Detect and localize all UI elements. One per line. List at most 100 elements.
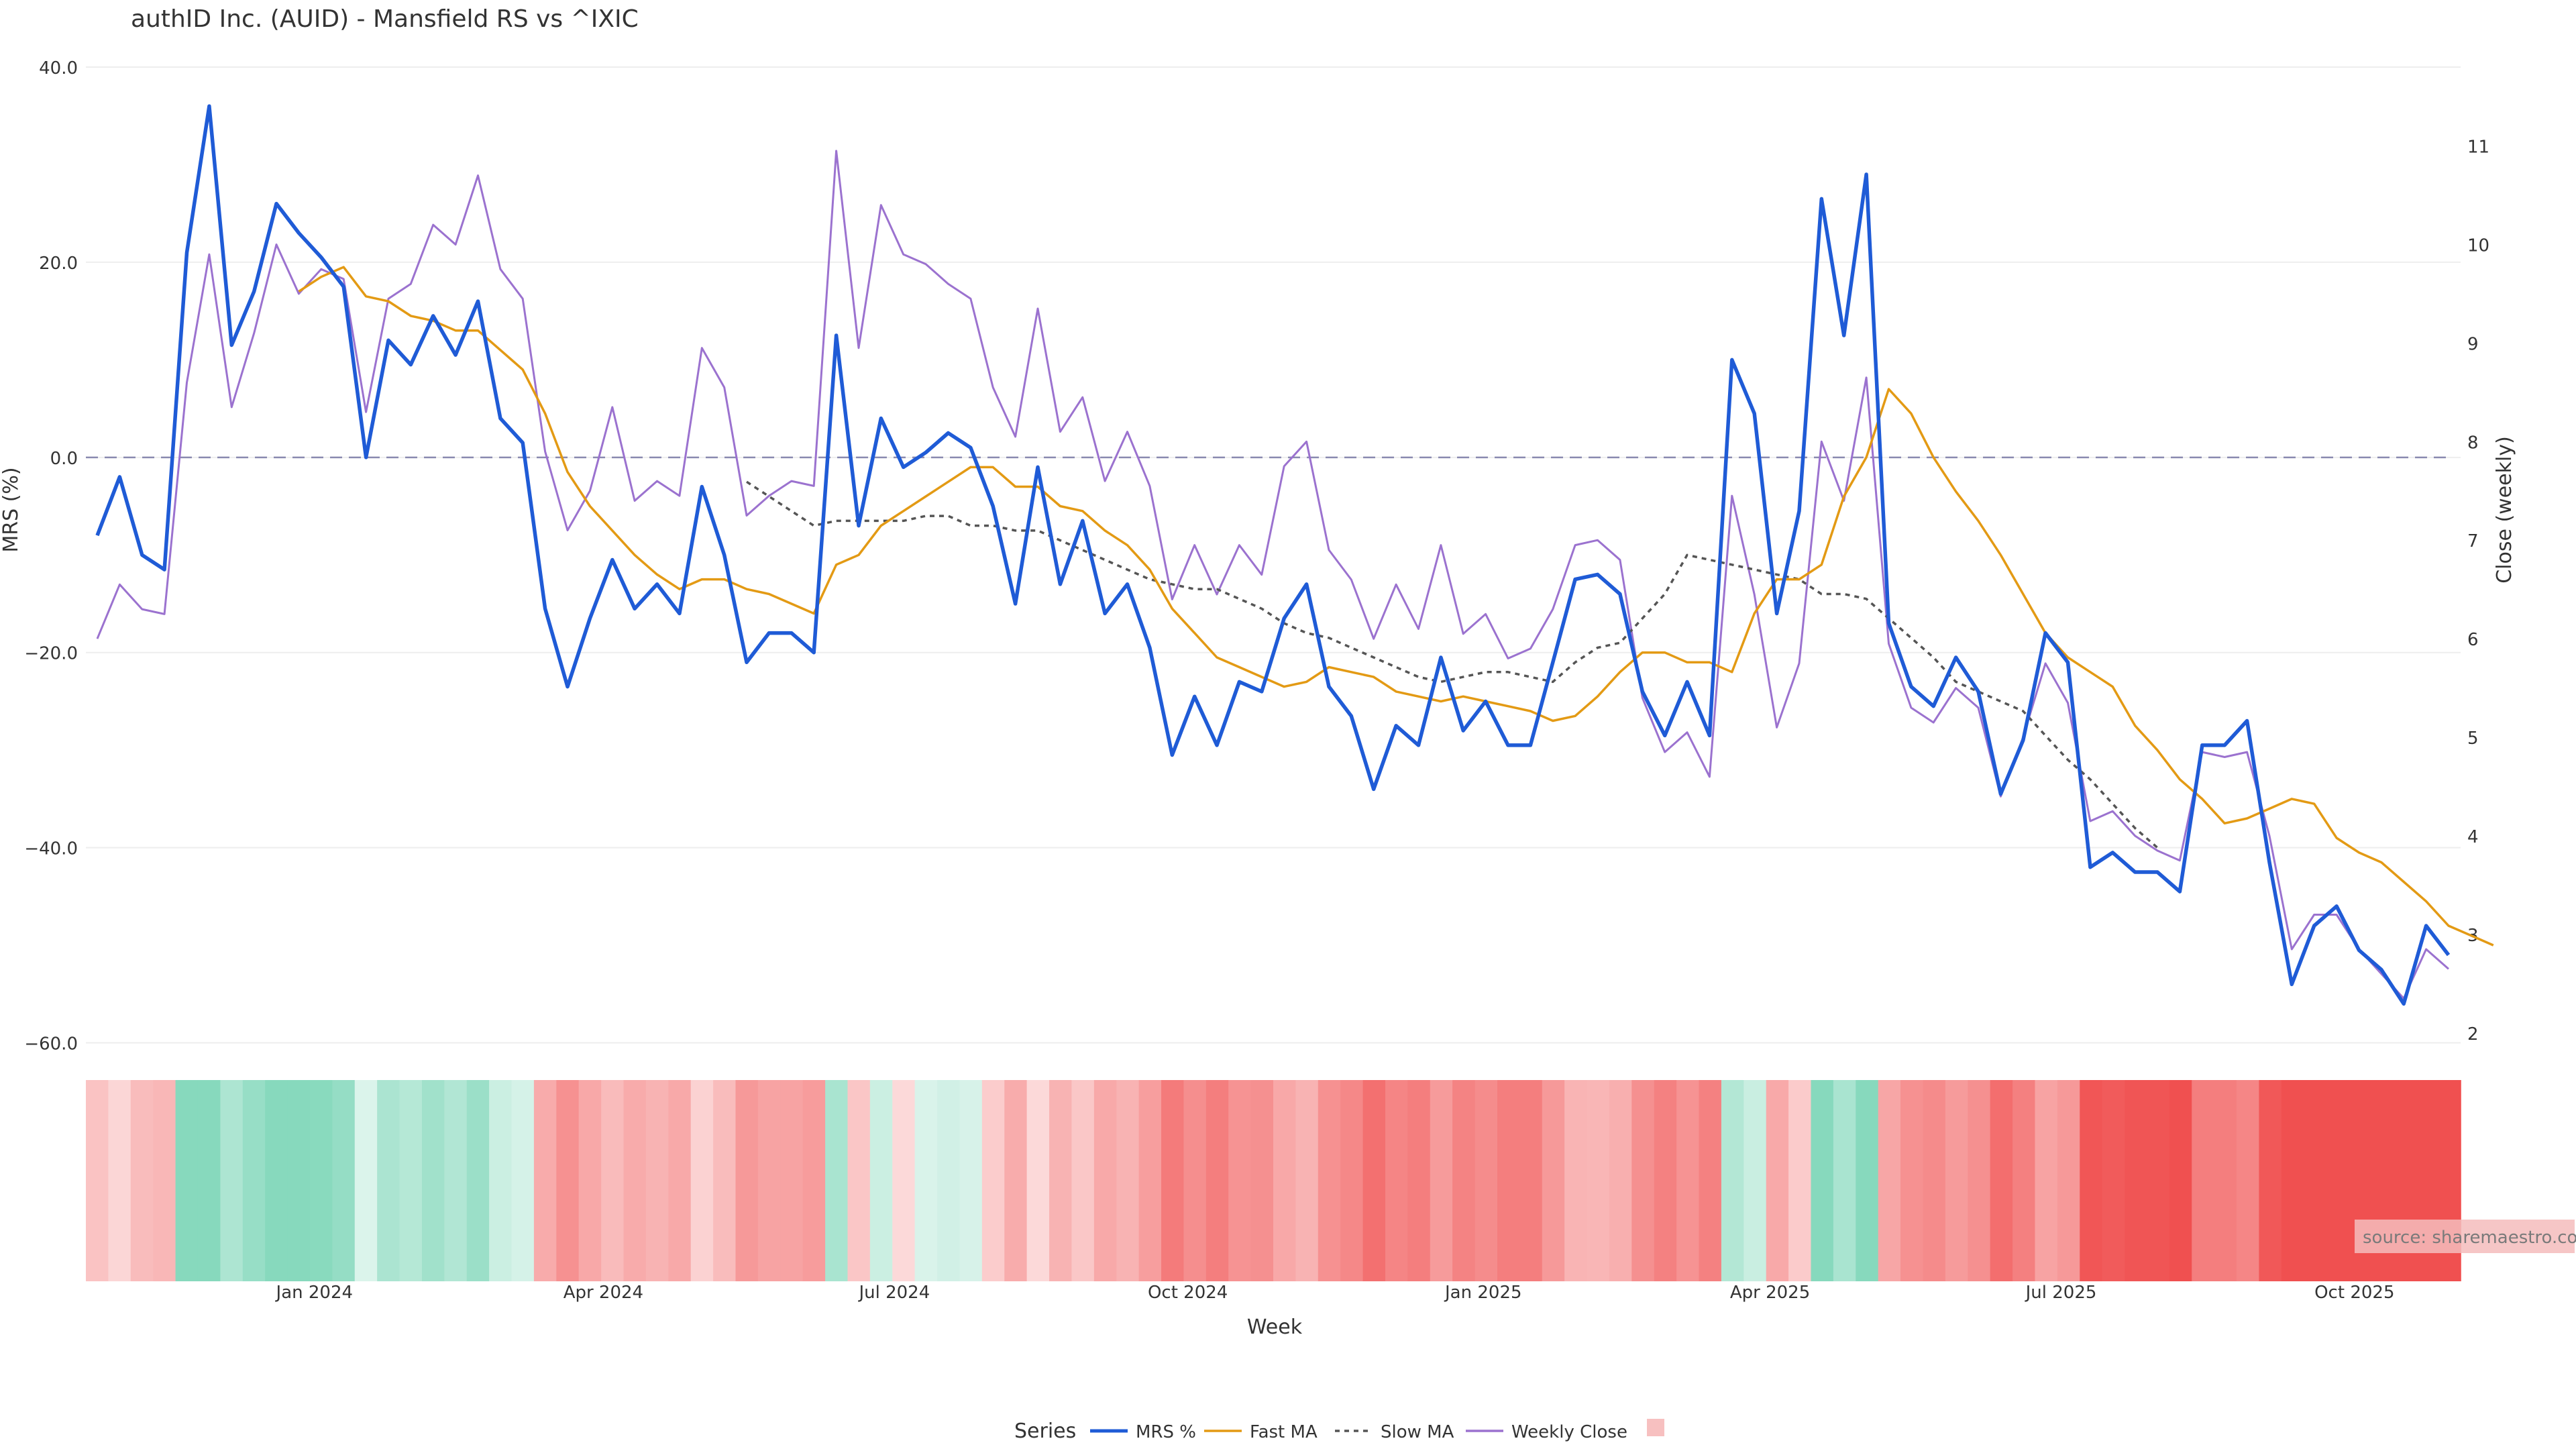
series-slow-ma-line [746,480,2159,849]
heat-cell [623,1080,647,1281]
heat-cell [444,1080,468,1281]
heat-cell [802,1080,826,1281]
y-right-tick: 9 [2467,334,2479,354]
heat-cell [1049,1080,1073,1281]
heat-cell [421,1080,445,1281]
heat-cell [1811,1080,1834,1281]
heat-cell [2102,1080,2125,1281]
y-right-tick: 4 [2467,827,2479,847]
heat-cell [1295,1080,1319,1281]
y-left-tick: −20.0 [24,644,78,664]
y-right-tick: 5 [2467,729,2479,749]
legend-swatch [1647,1419,1664,1436]
heat-cell [332,1080,356,1281]
heat-cell [959,1080,983,1281]
x-tick: Jul 2024 [857,1283,930,1303]
heat-cell [645,1080,669,1281]
heat-cell [1340,1080,1364,1281]
heat-cell [914,1080,938,1281]
source-badge [2355,1220,2575,1253]
y-left-tick: 20.0 [39,254,78,274]
y-left-tick-labels: 40.0 20.0 0.0 −20.0 −40.0 −60.0 [24,58,78,1055]
heat-cell [354,1080,378,1281]
heat-cell [1093,1080,1118,1281]
heat-cell [1138,1080,1162,1281]
y-right-axis-label: Close (weekly) [2493,436,2516,584]
heat-cell [1699,1080,1722,1281]
heat-cell [533,1080,557,1281]
y-right-tick: 10 [2467,235,2489,256]
heat-cell [1318,1080,1341,1281]
legend-entry: Weekly Close [1511,1422,1627,1442]
heat-cell [1205,1080,1230,1281]
heat-cell [1430,1080,1453,1281]
heat-cell [2035,1080,2058,1281]
heat-cell [108,1080,131,1281]
x-tick: Oct 2025 [2314,1283,2394,1303]
heat-cell [601,1080,625,1281]
legend-entry: Fast MA [1250,1422,1318,1442]
heat-cell [1385,1080,1409,1281]
y-left-axis-label: MRS (%) [0,467,23,552]
heat-cell [1497,1080,1521,1281]
y-right-tick: 2 [2467,1024,2479,1044]
heatmap-strip [86,1080,2461,1281]
heat-cell [713,1080,737,1281]
heat-cell [847,1080,871,1281]
heat-cell [1900,1080,1924,1281]
heat-cell [668,1080,692,1281]
x-tick: Oct 2024 [1148,1283,1228,1303]
heat-cell [175,1080,199,1281]
legend-title: Series [1014,1419,1076,1443]
heat-cell [1519,1080,1543,1281]
heat-cell [2012,1080,2036,1281]
heat-cell [1362,1080,1386,1281]
heat-cell [2259,1080,2282,1281]
y-right-tick: 8 [2467,433,2479,453]
y-right-tick: 6 [2467,630,2479,650]
heat-cell [1273,1080,1297,1281]
heat-cell [735,1080,759,1281]
heat-cell [1228,1080,1252,1281]
heat-cell [466,1080,490,1281]
heat-cell [1564,1080,1588,1281]
y-left-tick: −60.0 [24,1034,78,1055]
heat-cell [2304,1080,2327,1281]
heat-cell [1474,1080,1498,1281]
heat-cell [1116,1080,1140,1281]
x-tick-labels: Jan 2024 Apr 2024 Jul 2024 Oct 2024 Jan 2025… [275,1283,2395,1303]
heat-cell [489,1080,513,1281]
heat-cell [1071,1080,1095,1281]
heat-cell [1587,1080,1610,1281]
heat-cell [1766,1080,1789,1281]
heat-cell [1161,1080,1185,1281]
heat-cell [265,1080,288,1281]
heat-cell [1721,1080,1745,1281]
heat-cell [981,1080,1006,1281]
x-tick: Apr 2024 [564,1283,643,1303]
heat-cell [2057,1080,2081,1281]
heat-cell [1407,1080,1431,1281]
heat-cell [2326,1080,2349,1281]
heat-cell [2125,1080,2148,1281]
source-text: source: sharemaestro.com [2363,1228,2576,1248]
heat-cell [1542,1080,1565,1281]
legend-entry: Slow MA [1381,1422,1454,1442]
heat-cell [2214,1080,2237,1281]
heat-cell [757,1080,782,1281]
heat-cell [1452,1080,1476,1281]
y-left-tick: 0.0 [50,449,78,469]
heat-cell [1183,1080,1207,1281]
heat-cell [220,1080,244,1281]
heat-cell [86,1080,109,1281]
heat-cell [1609,1080,1633,1281]
heat-cell [1878,1080,1901,1281]
heat-cell [1856,1080,1879,1281]
x-tick: Jan 2024 [275,1283,354,1303]
series-mrs--line [95,104,2451,1006]
heat-cell [1676,1080,1700,1281]
heat-cell [690,1080,714,1281]
series-weekly-close-line [96,150,2449,1000]
